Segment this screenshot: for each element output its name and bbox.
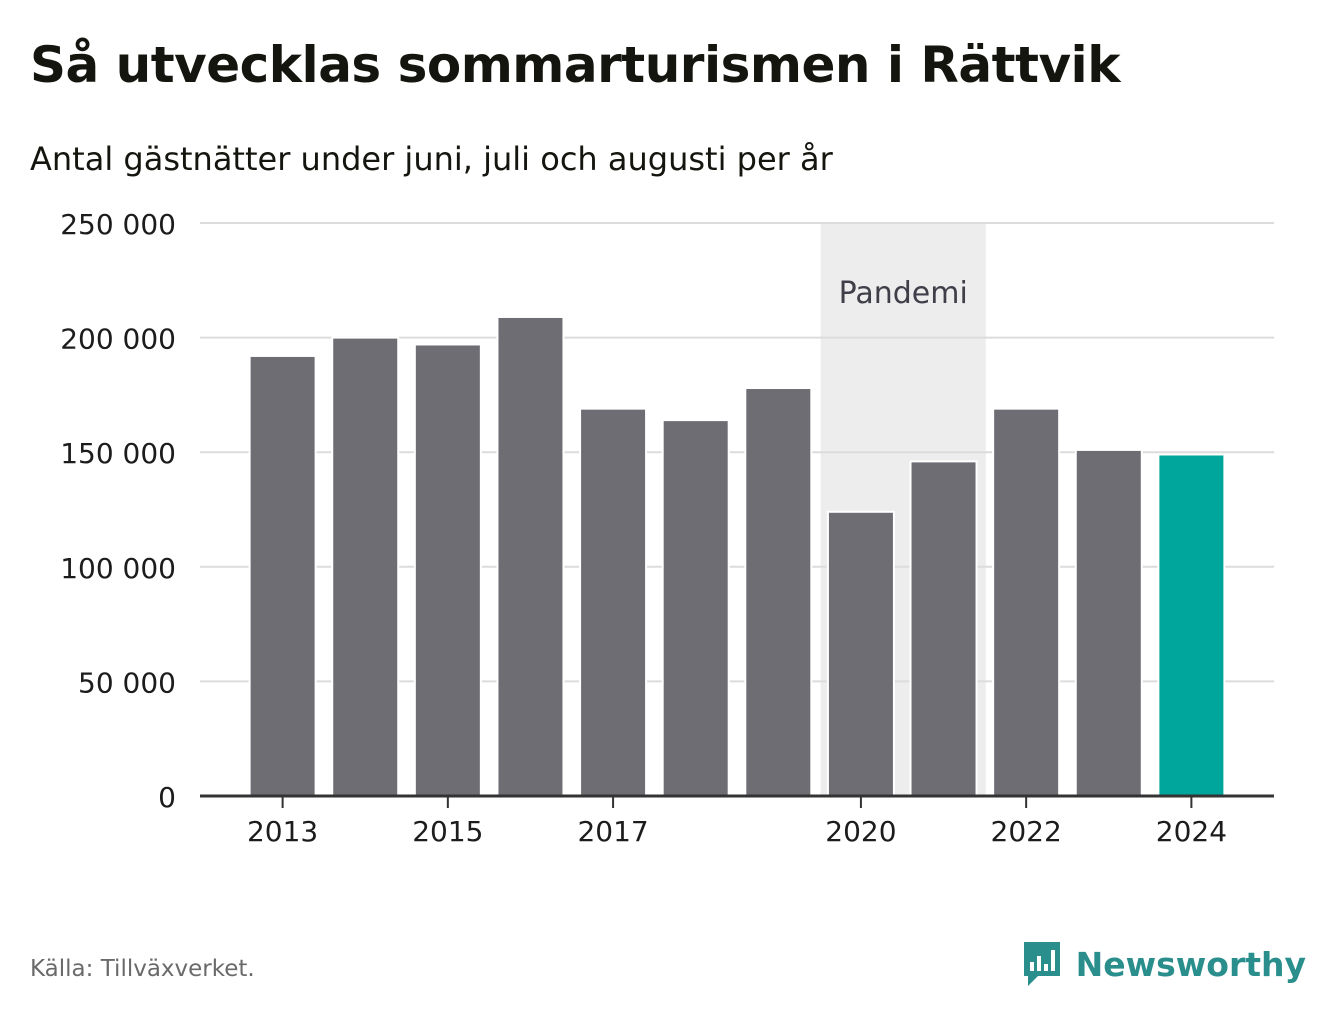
bar-chart: Pandemi 0 50 000 100 000 150 000 200 000 250 0… bbox=[60, 208, 1274, 848]
y-tick-label: 100 000 bbox=[60, 552, 176, 585]
pandemic-label: Pandemi bbox=[839, 276, 968, 311]
newsworthy-logo-icon bbox=[1023, 942, 1060, 986]
bar-2014 bbox=[331, 336, 400, 797]
chart-subtitle: Antal gästnätter under juni, juli och au… bbox=[30, 140, 833, 178]
y-tick-label: 50 000 bbox=[78, 666, 176, 699]
bar-2015 bbox=[413, 343, 482, 797]
bar-2021 bbox=[909, 460, 978, 797]
x-tick-label: 2015 bbox=[412, 815, 483, 848]
x-tick-label: 2013 bbox=[247, 815, 318, 848]
x-tick-label: 2020 bbox=[825, 815, 896, 848]
bar-2017 bbox=[579, 407, 648, 797]
y-tick-label: 150 000 bbox=[60, 437, 176, 470]
x-tick-label: 2022 bbox=[991, 815, 1062, 848]
y-tick-label: 250 000 bbox=[60, 208, 176, 241]
bar-2018 bbox=[661, 419, 730, 797]
bar-2024 bbox=[1157, 453, 1226, 797]
source-note: Källa: Tillväxverket. bbox=[30, 956, 255, 982]
y-tick-label: 0 bbox=[158, 781, 176, 814]
bar-2023 bbox=[1074, 448, 1143, 797]
bar-2019 bbox=[744, 387, 813, 797]
x-tick-label: 2017 bbox=[577, 815, 648, 848]
bar-2020 bbox=[826, 510, 895, 797]
y-tick-label: 200 000 bbox=[60, 323, 176, 356]
bar-2013 bbox=[248, 354, 317, 797]
x-tick-label: 2024 bbox=[1156, 815, 1227, 848]
brand[interactable]: Newsworthy bbox=[1022, 940, 1306, 988]
chart-title: Så utvecklas sommarturismen i Rättvik bbox=[30, 36, 1120, 94]
bar-2022 bbox=[992, 407, 1061, 797]
brand-name: Newsworthy bbox=[1075, 944, 1306, 984]
bar-2016 bbox=[496, 315, 565, 797]
